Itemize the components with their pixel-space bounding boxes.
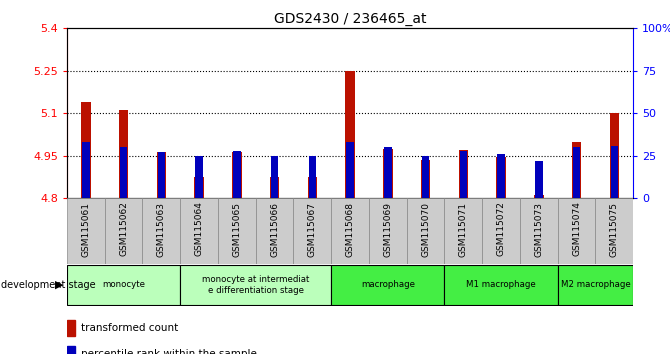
Bar — [293, 198, 331, 264]
Bar — [180, 198, 218, 264]
Bar — [422, 156, 429, 198]
Text: GSM115075: GSM115075 — [610, 201, 619, 257]
Text: GSM115061: GSM115061 — [81, 201, 90, 257]
Text: GSM115071: GSM115071 — [459, 201, 468, 257]
Bar — [105, 198, 143, 264]
Bar — [458, 150, 468, 198]
Bar — [369, 198, 407, 264]
Bar — [460, 151, 467, 198]
Bar — [331, 198, 369, 264]
Text: GSM115063: GSM115063 — [157, 201, 166, 257]
Bar — [535, 161, 543, 198]
Bar — [557, 264, 633, 306]
Text: percentile rank within the sample: percentile rank within the sample — [80, 348, 257, 354]
Bar — [407, 198, 444, 264]
Text: GSM115067: GSM115067 — [308, 201, 317, 257]
Bar — [119, 110, 129, 198]
Text: GSM115068: GSM115068 — [346, 201, 354, 257]
Bar — [120, 147, 127, 198]
Bar — [496, 157, 506, 198]
Bar — [421, 160, 430, 198]
Bar — [610, 145, 618, 198]
Bar — [534, 195, 543, 198]
Bar — [520, 198, 557, 264]
Text: macrophage: macrophage — [361, 280, 415, 290]
Bar — [233, 151, 241, 198]
Bar — [482, 198, 520, 264]
Bar — [196, 156, 203, 198]
Bar — [497, 154, 505, 198]
Title: GDS2430 / 236465_at: GDS2430 / 236465_at — [274, 12, 426, 26]
Bar — [143, 198, 180, 264]
Bar — [67, 320, 76, 336]
Text: development stage: development stage — [1, 280, 95, 290]
Bar — [271, 156, 278, 198]
Bar — [180, 264, 331, 306]
Text: M2 macrophage: M2 macrophage — [561, 280, 630, 290]
Bar — [596, 198, 633, 264]
Text: GSM115069: GSM115069 — [383, 201, 393, 257]
Bar — [557, 198, 596, 264]
Bar — [573, 147, 580, 198]
Bar — [157, 152, 165, 198]
Bar — [331, 264, 444, 306]
Bar — [383, 149, 393, 198]
Bar — [67, 346, 76, 354]
Bar — [346, 142, 354, 198]
Bar — [444, 198, 482, 264]
Bar — [194, 177, 204, 198]
Bar — [157, 152, 166, 198]
Text: monocyte: monocyte — [102, 280, 145, 290]
Bar — [67, 198, 105, 264]
Bar — [384, 147, 391, 198]
Text: ▶: ▶ — [55, 280, 64, 290]
Text: GSM115064: GSM115064 — [194, 201, 204, 256]
Bar — [309, 156, 316, 198]
Bar — [256, 198, 293, 264]
Text: GSM115072: GSM115072 — [496, 201, 506, 256]
Bar — [218, 198, 256, 264]
Text: GSM115073: GSM115073 — [534, 201, 543, 257]
Bar — [444, 264, 557, 306]
Bar — [308, 177, 317, 198]
Text: GSM115074: GSM115074 — [572, 201, 581, 256]
Bar — [67, 264, 180, 306]
Bar — [82, 142, 90, 198]
Bar — [345, 71, 355, 198]
Text: GSM115062: GSM115062 — [119, 201, 128, 256]
Bar — [610, 113, 619, 198]
Text: GSM115066: GSM115066 — [270, 201, 279, 257]
Bar — [81, 102, 90, 198]
Text: GSM115065: GSM115065 — [232, 201, 241, 257]
Bar — [572, 142, 582, 198]
Text: transformed count: transformed count — [80, 323, 178, 333]
Text: monocyte at intermediat
e differentiation stage: monocyte at intermediat e differentiatio… — [202, 275, 310, 295]
Bar — [270, 177, 279, 198]
Text: GSM115070: GSM115070 — [421, 201, 430, 257]
Text: M1 macrophage: M1 macrophage — [466, 280, 536, 290]
Bar — [232, 152, 242, 198]
